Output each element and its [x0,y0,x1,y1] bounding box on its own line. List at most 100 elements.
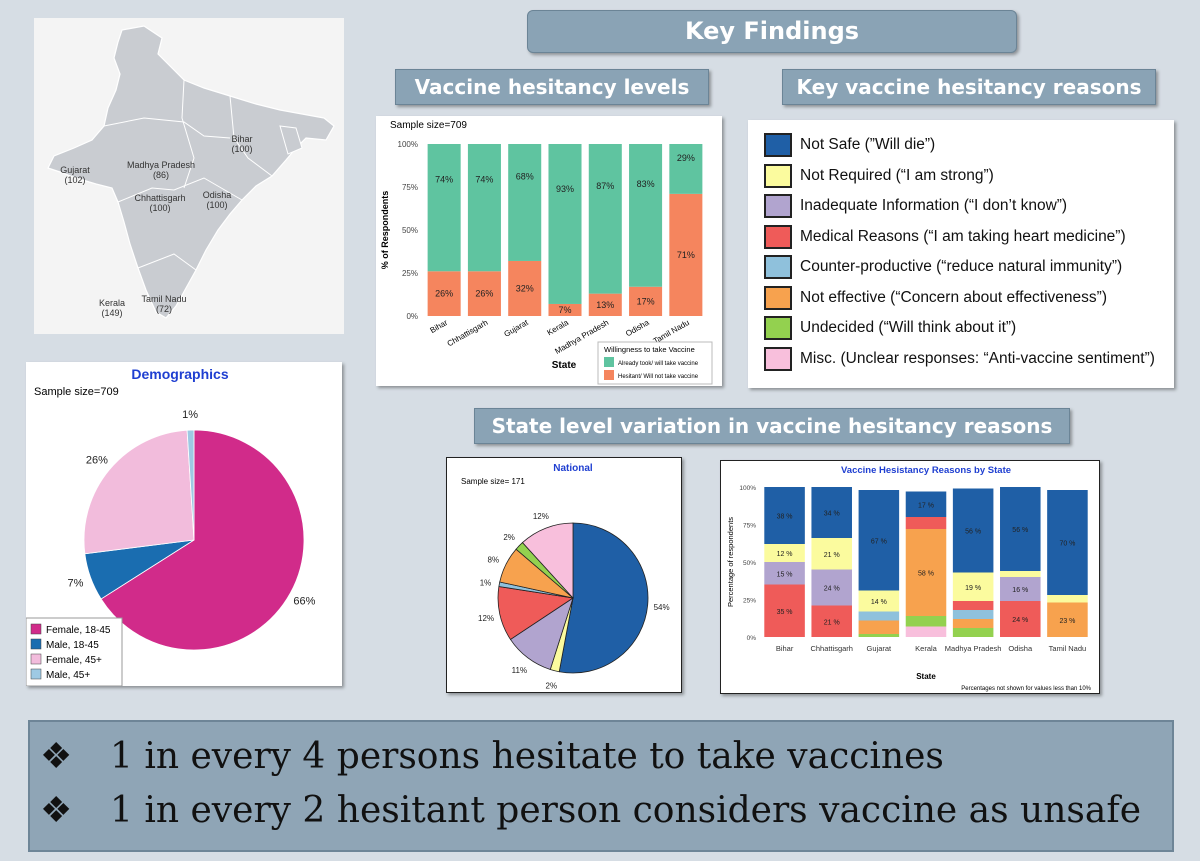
data-label: 24 % [1012,617,1028,624]
data-label: 74% [435,175,453,185]
chart-subtitle: Sample size=709 [390,120,467,131]
bar-segment [629,286,663,316]
bar-segment [952,601,994,610]
data-label: 70 % [1059,541,1075,548]
data-label: 16 % [1012,587,1028,594]
reason-legend-item: Medical Reasons (“I am taking heart medi… [764,224,1126,250]
bar-segment [905,626,947,637]
bar-segment [952,619,994,628]
bar-segment [811,487,852,538]
demographics-panel: Demographics Sample size=709 66% 7% 26% 1% Fem… [25,362,342,687]
legend-label: Not Required (“I am strong”) [800,166,994,184]
data-label: 29% [677,153,695,163]
bar-segment [952,610,994,619]
slice-label: 66% [293,596,315,608]
state-variation-banner: State level variation in vaccine hesitan… [474,408,1070,444]
bar-segment [811,569,852,606]
slice-label: 12% [533,512,549,521]
bar-segment [427,144,461,272]
slice-label: 7% [67,578,83,590]
x-tick-label: Chhattisgarh [810,644,853,653]
bar-segment [427,271,461,316]
x-tick-label: Tamil Nadu [1049,644,1087,653]
bar-segment [764,544,805,562]
bar-segment [1047,490,1088,595]
finding-1-text: 1 in every 4 persons hesitate to take va… [110,736,944,777]
x-tick-label: Gujarat [502,318,530,339]
data-label: 32% [516,283,534,293]
reason-legend-item: Not Safe (”Will die”) [764,132,935,158]
data-label: 23 % [1059,618,1075,625]
data-label: 12 % [777,551,793,558]
legend-box [25,617,123,687]
data-label: 17% [637,296,655,306]
data-label: 17 % [918,502,934,509]
bar-segment [548,303,582,316]
data-label: 14 % [871,599,887,606]
bar-segment [811,605,852,637]
legend-label: Hesitant/ Will not take vaccine [618,374,699,380]
legend-swatch [30,623,42,635]
bar-segment [467,144,501,272]
data-label: 93% [556,184,574,194]
legend-label: Female, 18-45 [46,625,111,636]
data-label: 38 % [777,514,793,521]
chart-title: Demographics [131,366,228,382]
chart-subtitle: Sample size= 171 [461,477,525,486]
y-tick-label: 100% [398,140,418,149]
legend-swatch [764,194,792,218]
data-label: 21 % [824,552,840,559]
bar-segment [905,529,947,616]
key-findings-banner: Key Findings [527,10,1017,53]
bar-segment [858,611,900,621]
data-label: 34 % [824,511,840,518]
x-tick-label: Gujarat [867,644,893,653]
chart-title: National [553,463,593,474]
by-state-chart: Vaccine Hesistancy Reasons by State 0% 25%… [726,465,1092,692]
bar-segment [1047,595,1088,603]
data-label: 24 % [824,586,840,593]
legend-swatch [30,653,42,665]
slice-label: 8% [488,555,500,564]
legend-swatch [764,285,792,310]
data-label: 71% [677,250,695,260]
data-label: 35 % [777,609,793,616]
reasons-banner: Key vaccine hesitancy reasons [782,69,1156,105]
hesitancy-levels-banner: Vaccine hesitancy levels [395,69,709,105]
slice-label: 12% [478,614,494,623]
bar-segment [588,144,622,294]
bar-segment [1000,577,1041,601]
bar-segment [508,144,542,261]
x-tick-label: Odisha [624,318,651,339]
legend-label: Female, 45+ [46,655,102,666]
slice-label: 2% [503,533,515,542]
bar-segment [467,271,501,316]
y-tick-label: 50% [743,560,756,567]
data-label: 19 % [965,585,981,592]
bullet-icon: ❖ [40,790,73,831]
bar-segment [588,293,622,316]
national-chart: National Sample size= 171 54% 2% 11% 12% 1% 8% 2… [461,463,670,690]
map-label-kerala: Kerala (149) [98,298,125,318]
x-tick-label: Bihar [428,318,449,335]
slice-label: 26% [86,455,108,467]
slice-label: 54% [654,603,670,612]
x-axis-label: State [916,672,936,681]
legend-swatch [764,163,792,188]
reason-legend-item: Not Required (“I am strong”) [764,163,994,189]
bar-segment [508,260,542,316]
bar-segment [952,628,994,637]
map-label-tamil-nadu: Tamil Nadu (72) [141,294,187,314]
hesitancy-chart: Sample size=709 0% 25% 50% 75% 100% % of Respo… [380,120,713,385]
x-tick-label: Odisha [1008,644,1033,653]
slice-label: 1% [480,579,492,588]
chart-subtitle: Sample size=709 [34,386,119,398]
bar-segment [669,144,703,194]
x-tick-label: Madhya Pradesh [945,644,1002,653]
bar-segment [858,634,900,637]
x-tick-label: Bihar [776,644,794,653]
bar-segment [548,144,582,304]
data-label: 15 % [777,571,793,578]
finding-2-text: 1 in every 2 hesitant person considers v… [110,790,1141,831]
pie-slice [83,429,195,555]
